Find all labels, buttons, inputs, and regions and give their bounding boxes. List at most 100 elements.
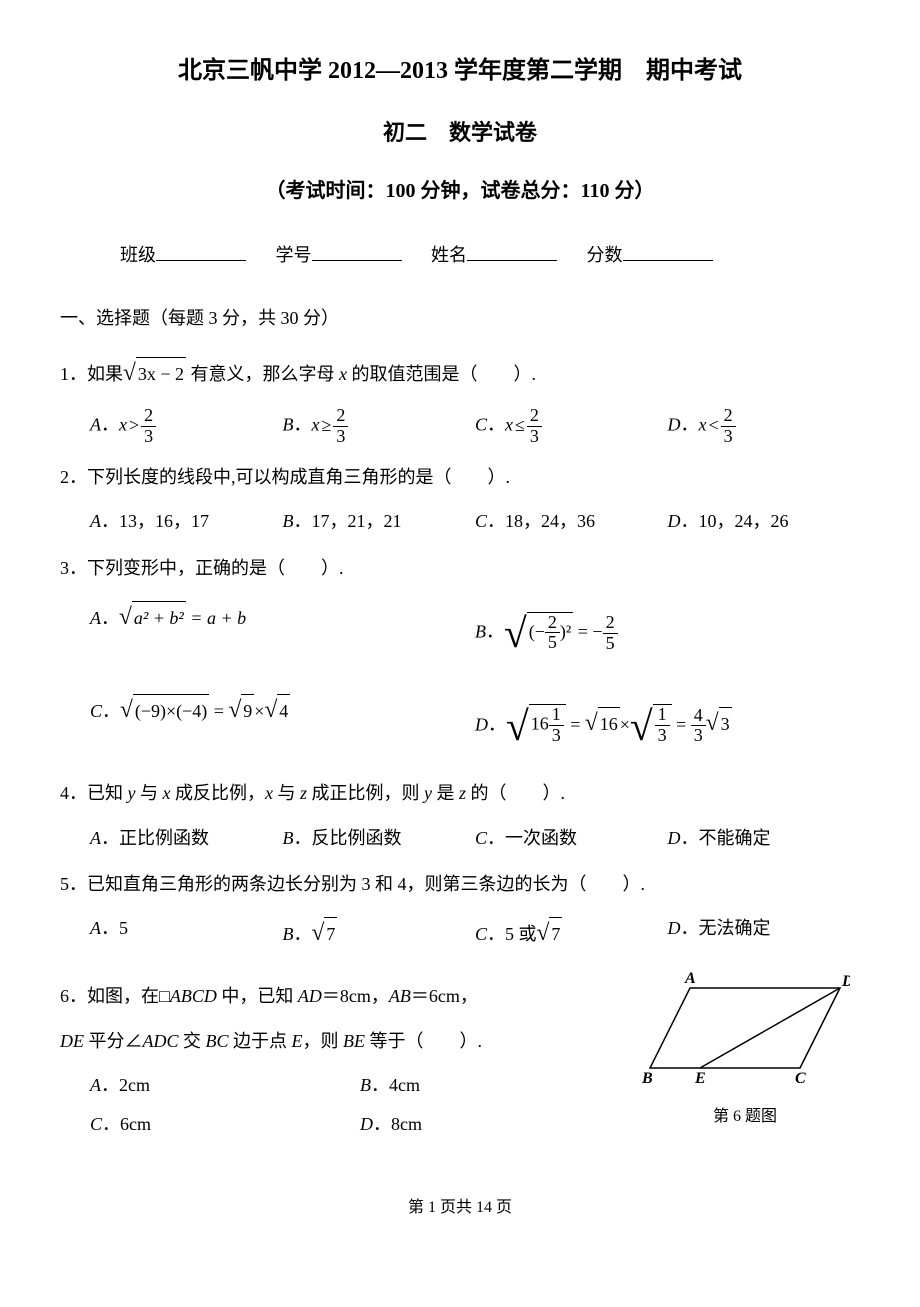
exam-subtitle: 初二 数学试卷 xyxy=(60,113,860,153)
page-number: 第 1 页共 14 页 xyxy=(60,1194,860,1223)
q6-ab-val: ＝6cm， xyxy=(411,986,478,1006)
q3-d-n2: 1 xyxy=(655,705,670,726)
q5-option-a: A．5 xyxy=(90,912,283,954)
q1-den-b: 3 xyxy=(333,427,348,447)
fig-label-a: A xyxy=(684,970,696,987)
q4-d-text: ．不能确定 xyxy=(681,828,771,848)
q3-d-d2: 3 xyxy=(655,726,670,746)
q4-b-text: ．反比例函数 xyxy=(294,828,402,848)
q1-den-a: 3 xyxy=(141,427,156,447)
q3-d-d1: 3 xyxy=(549,726,564,746)
q3-d-int: 16 xyxy=(531,713,549,733)
q1-num-d: 2 xyxy=(721,406,736,427)
q6-be: BE xyxy=(343,1031,365,1051)
q4-x2: x xyxy=(265,783,273,803)
q3-d-n3: 4 xyxy=(691,706,706,727)
q4-z1: z xyxy=(300,783,307,803)
q5-option-b: B．√7 xyxy=(283,912,476,954)
parallelogram-svg: A D B C E xyxy=(640,968,850,1088)
q3-option-c: C．√(−9)×(−4) = √9×√4 xyxy=(90,689,475,764)
q1-option-c: C．x≤23 xyxy=(475,406,668,447)
q6-figure: A D B C E 第 6 题图 xyxy=(630,968,860,1154)
number-label: 学号 xyxy=(276,239,312,271)
q1-num-b: 2 xyxy=(333,406,348,427)
q3-b-den1: 5 xyxy=(545,633,560,653)
q6-bc: BC xyxy=(206,1031,229,1051)
q5-options: A．5 B．√7 C．5 或√7 D．无法确定 xyxy=(90,912,860,954)
fig-label-b: B xyxy=(641,1070,653,1087)
q5-b-rad: 7 xyxy=(324,917,337,950)
q6-option-a: A．2cm xyxy=(90,1069,360,1101)
q4-m4: 成正比例，则 xyxy=(307,783,424,803)
fig-label-d: D xyxy=(841,973,850,990)
q6-de: DE xyxy=(60,1031,84,1051)
q4-y1: y xyxy=(128,783,136,803)
question-6-line2: DE 平分∠ADC 交 BC 边于点 E，则 BE 等于（ ）. xyxy=(60,1025,630,1057)
q6-b-text: ．4cm xyxy=(371,1075,420,1095)
q1-den-d: 3 xyxy=(721,427,736,447)
q4-suffix: 的（ ）. xyxy=(466,783,565,803)
fig-label-c: C xyxy=(795,1070,806,1087)
q3-b-num2: 2 xyxy=(603,613,618,634)
q4-x1: x xyxy=(163,783,171,803)
q5-c-prefix: ．5 或 xyxy=(487,924,537,944)
q6-l1-prefix: 6．如图，在 xyxy=(60,986,159,1006)
q1-num-c: 2 xyxy=(527,406,542,427)
q4-z2: z xyxy=(459,783,466,803)
question-1: 1．如果√3x − 2 有意义，那么字母 x 的取值范围是（ ）. xyxy=(60,352,860,394)
q6-l2-m1: 平分∠ xyxy=(84,1031,143,1051)
q6-option-d: D．8cm xyxy=(360,1108,630,1140)
q3-d-n1: 1 xyxy=(549,705,564,726)
student-info: 班级 学号 姓名 分数 xyxy=(120,239,860,272)
q3-c-r2: 4 xyxy=(277,694,290,727)
q6-option-b: B．4cm xyxy=(360,1069,630,1101)
exam-title: 北京三帆中学 2012—2013 学年度第二学期 期中考试 xyxy=(60,50,860,93)
exam-info: （考试时间：100 分钟，试卷总分：110 分） xyxy=(60,173,860,209)
q3-b-num1: 2 xyxy=(545,613,560,634)
q6-l2-m3: 边于点 xyxy=(229,1031,292,1051)
q5-option-d: D．无法确定 xyxy=(668,912,861,954)
q4-c-text: ．一次函数 xyxy=(487,828,577,848)
name-blank xyxy=(467,239,557,262)
q6-ad: AD xyxy=(298,986,322,1006)
q1-den-c: 3 xyxy=(527,427,542,447)
q3-option-b: B．√(−25)² = −25 xyxy=(475,596,860,671)
name-label: 姓名 xyxy=(431,239,467,271)
question-6-container: 6．如图，在□ABCD 中，已知 AD＝8cm，AB＝6cm， DE 平分∠AD… xyxy=(60,968,860,1154)
q1-option-d: D．x<23 xyxy=(668,406,861,447)
number-blank xyxy=(312,239,402,262)
q2-option-c: C．18，24，36 xyxy=(475,505,668,537)
q4-option-c: C．一次函数 xyxy=(475,822,668,854)
q6-fig-caption: 第 6 题图 xyxy=(630,1103,860,1132)
q3-option-d: D．√1613 = √16×√13 = 43√3 xyxy=(475,689,860,764)
score-blank xyxy=(623,239,713,262)
fig-label-e: E xyxy=(694,1070,706,1087)
question-3: 3．下列变形中，正确的是（ ）. xyxy=(60,552,860,584)
q1-rel-c: ≤ xyxy=(513,415,527,435)
q4-options: A．正比例函数 B．反比例函数 C．一次函数 D．不能确定 xyxy=(90,822,860,854)
q1-option-b: B．x≥23 xyxy=(283,406,476,447)
q4-option-a: A．正比例函数 xyxy=(90,822,283,854)
q5-d-text: ．无法确定 xyxy=(681,918,771,938)
q5-option-c: C．5 或√7 xyxy=(475,912,668,954)
q1-middle: 有意义，那么字母 xyxy=(191,364,335,384)
q3-options: A．√a² + b² = a + b B．√(−25)² = −25 C．√(−… xyxy=(90,596,860,763)
question-4: 4．已知 y 与 x 成反比例，x 与 z 成正比例，则 y 是 z 的（ ）. xyxy=(60,777,860,809)
q3-d-d3: 3 xyxy=(691,726,706,746)
q4-y2: y xyxy=(424,783,432,803)
q6-options: A．2cm B．4cm C．6cm D．8cm xyxy=(90,1069,630,1140)
class-blank xyxy=(156,239,246,262)
q6-l2-suffix: 等于（ ）. xyxy=(365,1031,482,1051)
q4-prefix: 4．已知 xyxy=(60,783,128,803)
q3-d-mid: 16 xyxy=(598,707,620,740)
q1-rel-a: > xyxy=(127,415,141,435)
q1-radicand: 3x − 2 xyxy=(136,357,186,390)
q6-e: E xyxy=(292,1031,303,1051)
q2-option-d: D．10，24，26 xyxy=(668,505,861,537)
q3-a-rad: a² + b² xyxy=(132,601,186,634)
q6-c-text: ．6cm xyxy=(102,1114,151,1134)
question-5: 5．已知直角三角形的两条边长分别为 3 和 4，则第三条边的长为（ ）. xyxy=(60,868,860,900)
q6-a-text: ．2cm xyxy=(101,1075,150,1095)
q2-d-text: ．10，24，26 xyxy=(681,511,789,531)
question-6-line1: 6．如图，在□ABCD 中，已知 AD＝8cm，AB＝6cm， xyxy=(60,980,630,1012)
